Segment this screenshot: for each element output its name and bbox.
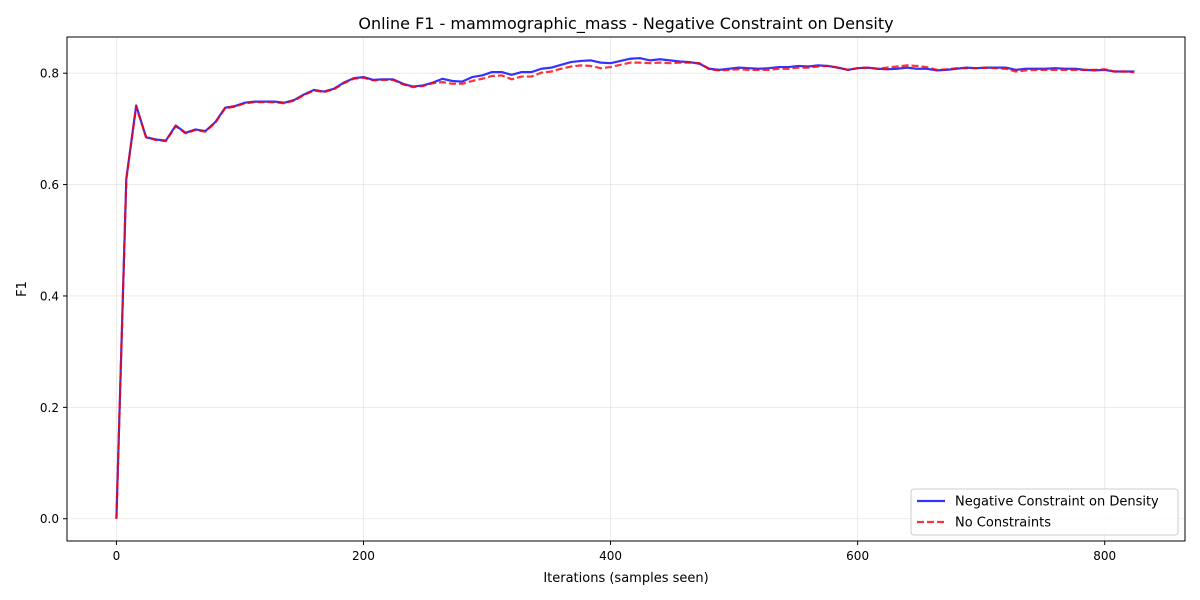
x-tick-label: 800 xyxy=(1093,549,1116,563)
series-layer xyxy=(115,57,1135,519)
x-tick-label: 600 xyxy=(846,549,869,563)
chart-title: Online F1 - mammographic_mass - Negative… xyxy=(358,14,893,34)
x-tick-label: 200 xyxy=(352,549,375,563)
y-tick-label: 0.6 xyxy=(40,178,59,192)
y-tick-label: 0.4 xyxy=(40,289,59,303)
y-axis-label: F1 xyxy=(15,281,30,297)
x-tick-label: 0 xyxy=(113,549,121,563)
x-tick-label: 400 xyxy=(599,549,622,563)
x-axis-label: Iterations (samples seen) xyxy=(543,571,708,586)
ticks: 0 200 400 600 800 0.0 0.2 0.4 0.6 0.8 xyxy=(40,67,1116,563)
plot-frame xyxy=(66,36,1186,542)
y-tick-label: 0.8 xyxy=(40,67,59,81)
y-tick-label: 0.2 xyxy=(40,401,59,415)
y-tick-label: 0.0 xyxy=(40,512,59,526)
legend-label: Negative Constraint on Density xyxy=(955,495,1159,510)
legend-box xyxy=(910,488,1179,536)
series-line-no-constraints xyxy=(115,61,1135,519)
legend-label: No Constraints xyxy=(955,516,1051,531)
grid xyxy=(67,37,1185,541)
legend: Negative Constraint on Density No Constra… xyxy=(910,488,1179,536)
